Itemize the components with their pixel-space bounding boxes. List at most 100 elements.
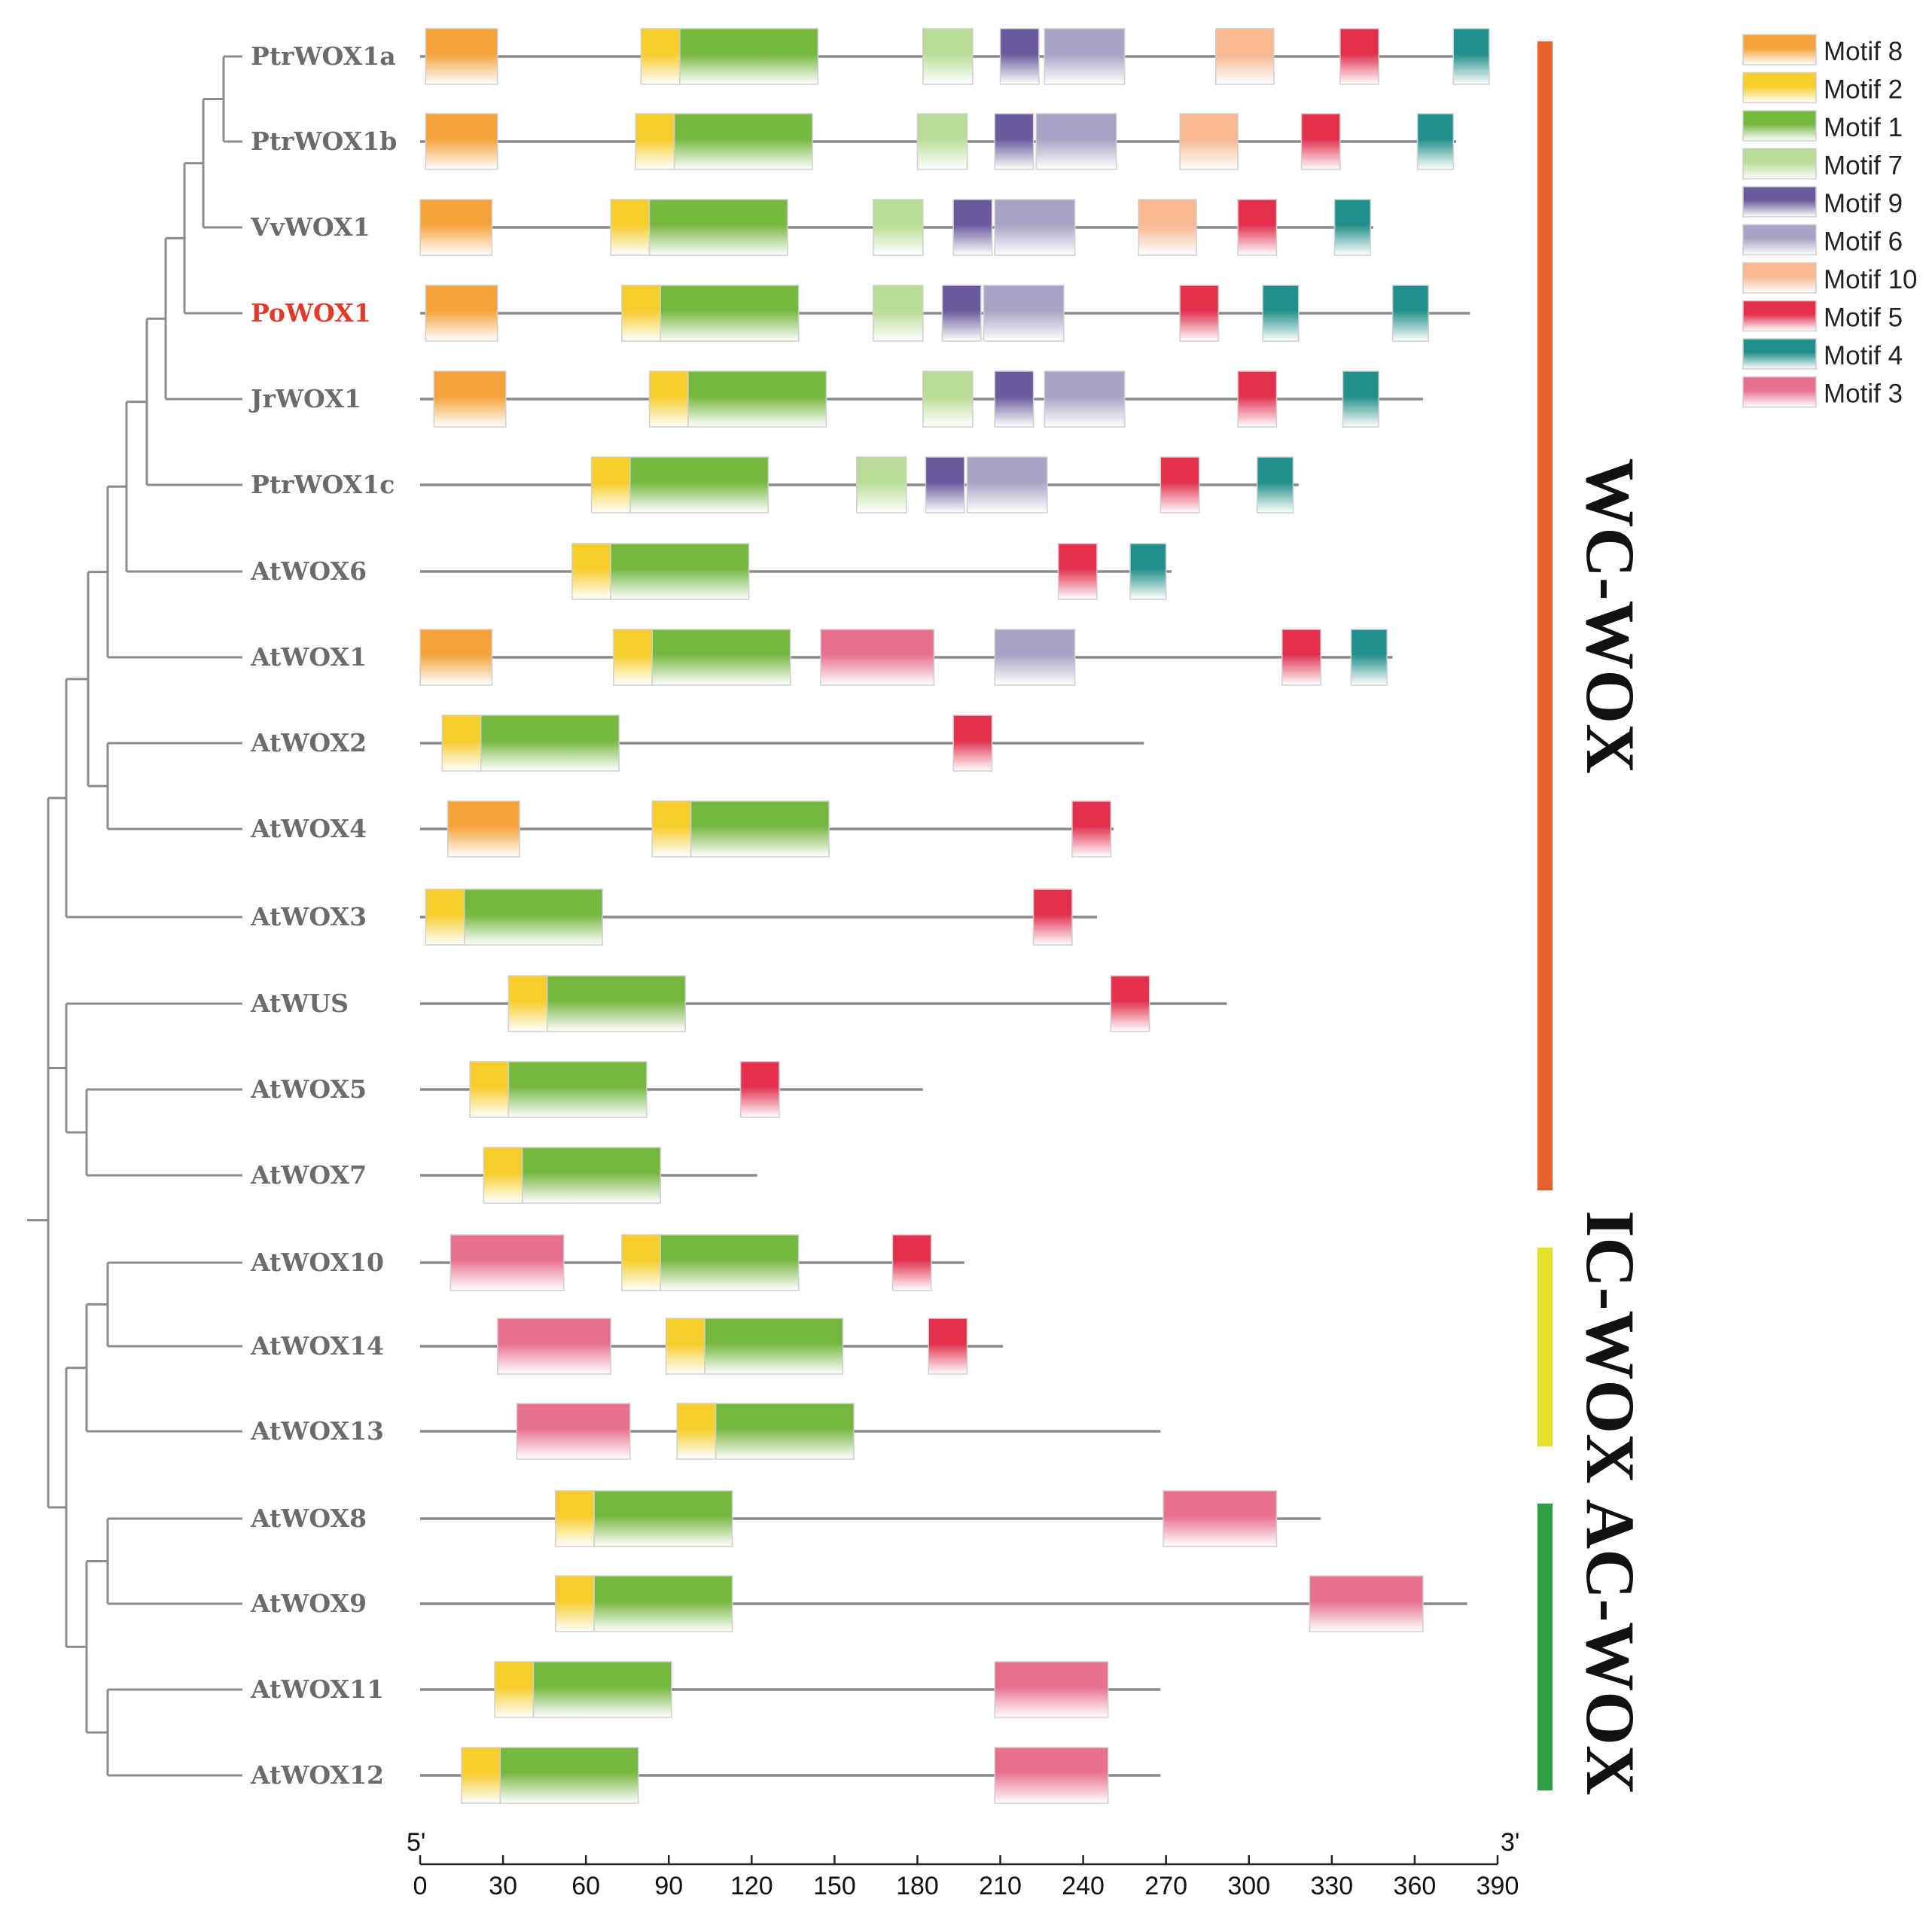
motif-box-motif-9 [952,199,993,256]
motif-box-motif-8 [425,285,498,342]
motif-box-motif-6 [983,285,1065,342]
motif-box-motif-2 [665,1318,705,1375]
motif-box-motif-2 [507,975,548,1032]
motif-box-motif-9 [994,113,1035,170]
motif-box-motif-2 [676,1403,717,1460]
motif-box-motif-8 [425,113,498,170]
gene-label: PtrWOX1c [251,470,395,499]
motif-box-motif-5 [1057,543,1098,600]
legend-label: Motif 5 [1824,303,1903,333]
motif-box-motif-9 [994,370,1035,428]
motif-box-motif-2 [483,1147,523,1204]
axis-tick-label: 210 [979,1872,1022,1900]
gene-row-jrwox1: JrWOX1 [248,370,1423,428]
gene-label: PtrWOX1b [251,126,397,156]
motif-box-motif-1 [547,975,686,1032]
group-bar [1537,41,1553,1190]
motif-box-motif-10 [1138,199,1197,256]
motif-box-motif-1 [610,543,750,600]
legend-item-motif-10: Motif 10 [1742,262,1918,294]
legend-swatch [1742,224,1817,256]
axis-start-label: 5' [407,1828,425,1857]
motif-box-motif-4 [1342,370,1379,428]
motif-box-motif-2 [469,1061,510,1118]
motif-box-motif-1 [522,1147,661,1204]
gene-row-atwox2: AtWOX2 [250,715,1144,772]
motif-box-motif-4 [1129,543,1167,600]
motif-box-motif-7 [873,199,924,256]
motif-box-motif-2 [651,800,692,858]
gene-row-ptrwox1a: PtrWOX1a [251,28,1490,85]
legend-label: Motif 2 [1824,75,1903,105]
motif-box-motif-1 [648,199,788,256]
motif-box-motif-5 [928,1318,968,1375]
motif-box-motif-2 [441,715,482,772]
gene-label: AtWUS [250,989,349,1018]
motif-box-motif-7 [855,456,907,513]
motif-box-motif-2 [555,1490,595,1547]
legend-swatch [1742,110,1817,142]
legend-item-motif-5: Motif 5 [1742,300,1903,333]
motif-box-motif-2 [571,543,611,600]
gene-label: AtWOX11 [250,1675,384,1704]
motif-box-motif-3 [1163,1490,1278,1547]
motif-box-motif-5 [952,715,993,772]
gene-row-atwox7: AtWOX7 [250,1147,757,1204]
motif-box-motif-5 [1237,199,1278,256]
gene-label: AtWOX12 [250,1760,384,1790]
motif-box-motif-4 [1416,113,1455,170]
legend-item-motif-9: Motif 9 [1742,186,1903,218]
gene-row-atwox13: AtWOX13 [250,1403,1161,1460]
motif-box-motif-4 [1350,629,1388,686]
gene-row-ptrwox1c: PtrWOX1c [251,456,1299,513]
motif-box-motif-9 [941,285,982,342]
group-wc-wox: WC-WOX [1537,41,1649,1190]
motif-box-motif-1 [679,28,819,85]
phylogenetic-tree [27,55,242,1777]
motif-box-motif-5 [1281,629,1321,686]
motif-box-motif-6 [966,456,1048,513]
gene-row-atwox12: AtWOX12 [250,1747,1161,1804]
motif-box-motif-1 [690,800,830,858]
motif-box-motif-2 [635,113,675,170]
legend-swatch [1742,72,1817,104]
motif-box-motif-7 [916,113,968,170]
motif-box-motif-8 [433,370,507,428]
motif-box-motif-3 [994,1747,1109,1804]
legend-label: Motif 7 [1824,151,1903,181]
axis-tick-label: 360 [1394,1872,1437,1900]
gene-label: AtWOX9 [250,1589,367,1618]
group-label: WC-WOX [1572,458,1649,773]
gene-tracks: PtrWOX1a PtrWOX1b VvWOX1 PoWOX1 JrWOX1 PtrWOX… [248,28,1490,1804]
motif-box-motif-1 [715,1403,855,1460]
gene-label: AtWOX4 [250,814,367,843]
group-label: AC-WOX [1572,1499,1649,1796]
legend-item-motif-3: Motif 3 [1742,376,1903,409]
axis-tick-label: 90 [654,1872,683,1900]
motif-box-motif-1 [629,456,769,513]
motif-box-motif-4 [1333,199,1371,256]
gene-row-atwox9: AtWOX9 [250,1575,1467,1632]
motif-box-motif-3 [449,1234,565,1291]
motif-box-motif-4 [1391,285,1430,342]
motif-box-motif-5 [1339,28,1379,85]
motif-box-motif-3 [994,1661,1109,1718]
legend-label: Motif 10 [1824,265,1918,294]
gene-label: AtWOX8 [250,1504,367,1533]
motif-box-motif-8 [446,800,520,858]
axis-tick-label: 180 [896,1872,939,1900]
motif-box-motif-5 [891,1234,932,1291]
legend-label: Motif 3 [1824,379,1903,409]
motif-box-motif-2 [494,1661,535,1718]
motif-box-motif-5 [1071,800,1112,858]
motif-box-motif-9 [925,456,965,513]
gene-row-atwox4: AtWOX4 [250,800,1114,858]
motif-box-motif-3 [1309,1575,1424,1632]
motif-box-motif-2 [590,456,631,513]
motif-box-motif-1 [463,888,603,946]
axis-tick-label: 150 [813,1872,856,1900]
gene-label: AtWOX6 [250,556,367,586]
motif-box-motif-3 [820,629,935,686]
